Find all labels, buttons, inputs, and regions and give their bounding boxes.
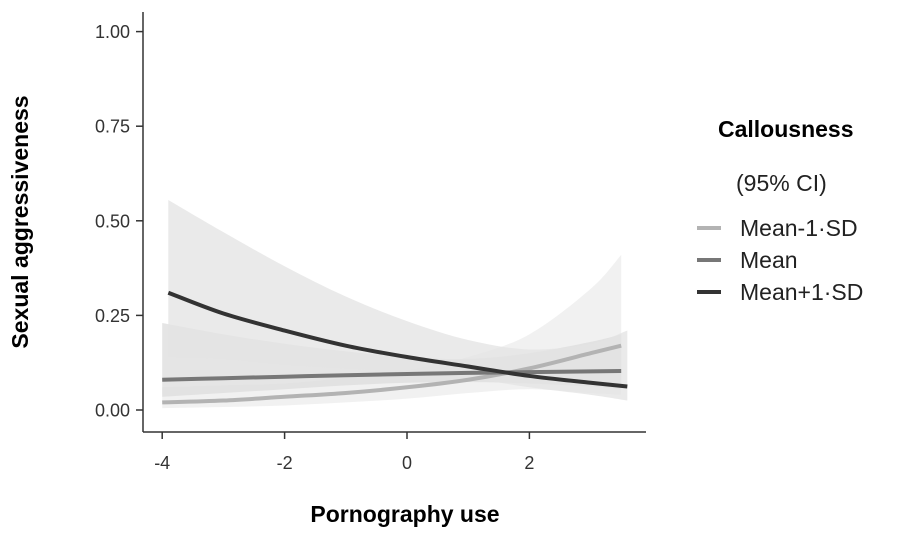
y-tick-label: 0.50 <box>95 211 130 231</box>
series-line-mean <box>162 369 622 382</box>
x-tick-label: 0 <box>402 453 412 473</box>
y-tick-label: 1.00 <box>95 22 130 42</box>
y-tick-label: 0.00 <box>95 401 130 421</box>
y-ticks: 0.00 0.25 0.50 0.75 1.00 <box>95 22 143 421</box>
y-tick-label: 0.25 <box>95 306 130 326</box>
legend-items: Mean-1·SD Mean Mean+1·SD <box>697 215 863 305</box>
ci-band-mean-1-sd <box>168 199 628 401</box>
x-tick-label: -4 <box>154 453 170 473</box>
legend-subtitle: (95% CI) <box>736 170 827 196</box>
legend-title: Callousness <box>718 116 854 142</box>
y-axis-title: Sexual aggressiveness <box>7 95 33 348</box>
legend-label-mean: Mean <box>740 247 798 273</box>
y-tick-label: 0.75 <box>95 117 130 137</box>
x-tick-label: 2 <box>524 453 534 473</box>
legend: Callousness (95% CI) Mean-1·SD Mean Mean+1… <box>697 116 863 305</box>
legend-label-mean-1-sd: Mean-1·SD <box>740 215 858 241</box>
x-axis-title: Pornography use <box>310 501 499 527</box>
legend-label-mean-1-sd: Mean+1·SD <box>740 279 863 305</box>
series-line-mean-1-sd <box>167 290 628 389</box>
x-tick-label: -2 <box>277 453 293 473</box>
x-ticks: -4 -2 0 2 <box>154 432 534 473</box>
series-lines <box>162 290 628 405</box>
axes <box>142 12 646 433</box>
series-line-mean-1-sd <box>162 343 622 405</box>
